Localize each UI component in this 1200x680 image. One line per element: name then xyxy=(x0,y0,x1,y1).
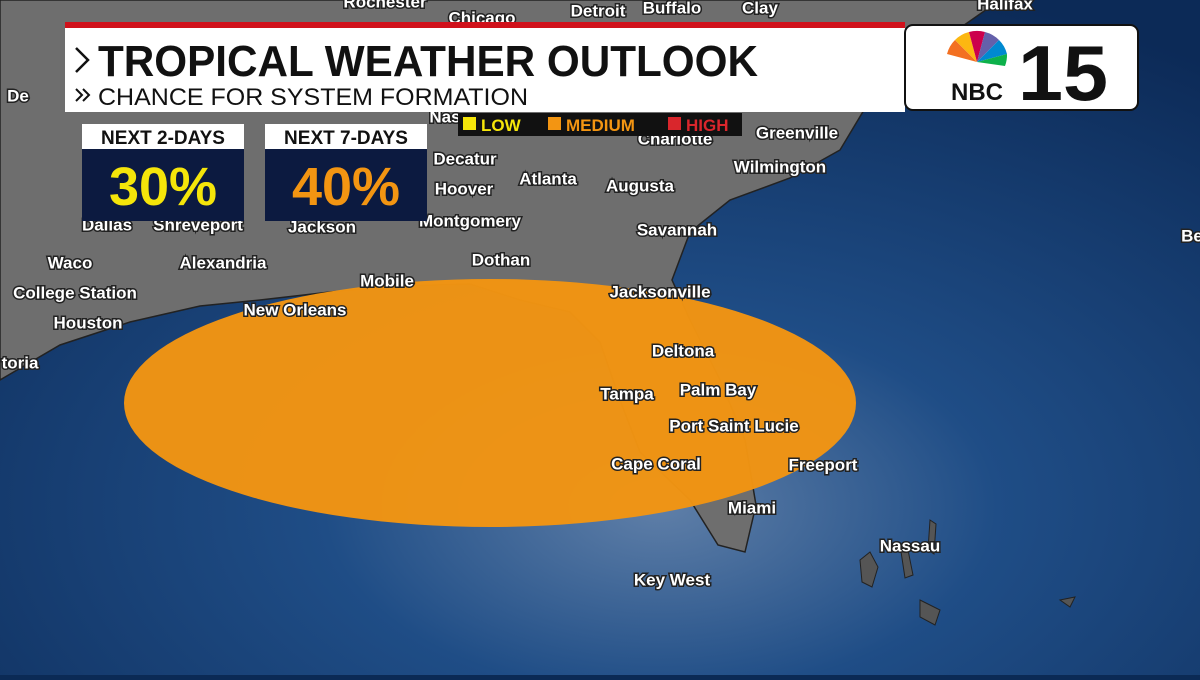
city-label: Dothan xyxy=(472,250,531,269)
city-label: Miami xyxy=(728,498,776,517)
city-label: toria xyxy=(2,353,39,372)
subtitle: CHANCE FOR SYSTEM FORMATION xyxy=(98,84,528,111)
city-label: De xyxy=(7,86,29,105)
box-chance: 30% xyxy=(109,157,217,217)
city-label: Palm Bay xyxy=(680,380,757,399)
city-label: Clay xyxy=(742,0,778,17)
logo-network: NBC xyxy=(951,79,1003,106)
header: TROPICAL WEATHER OUTLOOK CHANCE FOR SYST… xyxy=(65,22,905,112)
city-label: Waco xyxy=(48,253,93,272)
city-label: Key West xyxy=(634,570,711,589)
city-label: Montgomery xyxy=(419,211,522,230)
legend-label: LOW xyxy=(481,116,522,135)
islands xyxy=(859,519,1076,626)
box-chance: 40% xyxy=(292,157,400,217)
city-label: Jackson xyxy=(288,217,356,236)
chevron xyxy=(75,88,91,102)
legend-label: MEDIUM xyxy=(566,116,635,135)
box-label-panel xyxy=(265,124,427,149)
box-panel xyxy=(82,149,244,221)
header-panel xyxy=(65,22,905,112)
city-label: Jacksonville xyxy=(609,282,710,301)
legend-swatch xyxy=(548,117,561,130)
formation-area xyxy=(124,279,856,527)
logo-channel: 15 xyxy=(1018,29,1108,117)
box-label-panel xyxy=(82,124,244,149)
city-label: Nassau xyxy=(880,536,940,555)
city-label: Tampa xyxy=(600,384,654,403)
city-label: Deltona xyxy=(652,341,715,360)
city-label: Wilmington xyxy=(734,157,826,176)
outlook-boxes: NEXT 2-DAYS 30% NEXT 7-DAYS 40% xyxy=(82,124,427,221)
city-label: Decatur xyxy=(433,149,497,168)
legend-swatch xyxy=(463,117,476,130)
city-label: Be xyxy=(1181,226,1200,245)
city-label: College Station xyxy=(13,283,137,302)
chevron xyxy=(75,47,90,73)
title: TROPICAL WEATHER OUTLOOK xyxy=(98,37,758,86)
legend: LOW MEDIUM HIGH xyxy=(458,113,742,136)
city-label: Greenville xyxy=(756,123,838,142)
box-panel xyxy=(265,149,427,221)
box-label: NEXT 7-DAYS xyxy=(284,128,408,149)
city-label: Halifax xyxy=(977,0,1033,13)
legend-swatch xyxy=(668,117,681,130)
city-label: Detroit xyxy=(571,1,626,20)
city-label: Buffalo xyxy=(643,0,702,17)
legend-label: HIGH xyxy=(686,116,729,135)
city-label: New Orleans xyxy=(244,300,347,319)
city-label: Alexandria xyxy=(180,253,267,272)
header-rule xyxy=(65,22,905,28)
city-label: Savannah xyxy=(637,220,717,239)
city-label: Freeport xyxy=(789,455,858,474)
city-label: Port Saint Lucie xyxy=(669,416,798,435)
city-label: Rochester xyxy=(343,0,427,11)
city-label: Houston xyxy=(54,313,123,332)
box-label: NEXT 2-DAYS xyxy=(101,128,225,149)
city-label: Mobile xyxy=(360,271,414,290)
city-label: Atlanta xyxy=(519,169,577,188)
city-label: Augusta xyxy=(606,176,675,195)
logo: NBC 15 xyxy=(904,24,1139,117)
city-label: Cape Coral xyxy=(611,454,701,473)
city-label: Hoover xyxy=(435,179,494,198)
peacock xyxy=(947,30,1008,66)
